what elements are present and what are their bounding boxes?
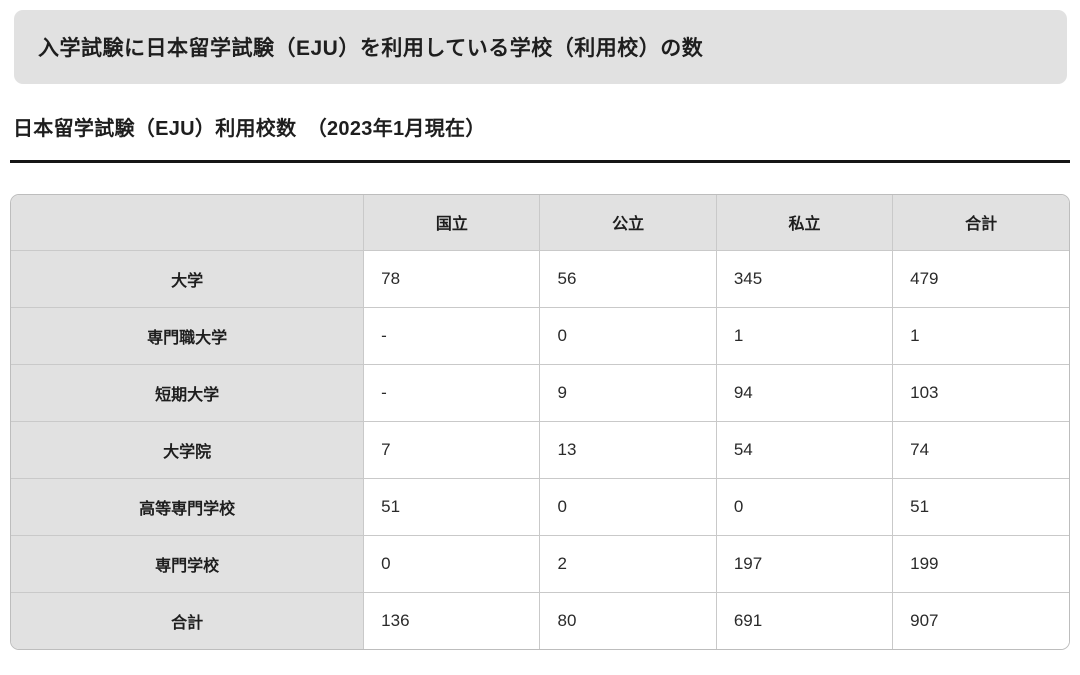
row-label: 専門学校 [11,534,365,593]
content-area: 日本留学試験（EJU）利用校数 （2023年1月現在） 国立 公立 私立 合計 … [10,84,1070,650]
cell-value: 9 [539,363,717,422]
cell-value: 80 [539,591,717,649]
table-row: 大学 78 56 345 479 [11,249,1069,308]
cell-value: 2 [539,534,717,593]
page-title: 入学試験に日本留学試験（EJU）を利用している学校（利用校）の数 [38,37,704,60]
section-title: 日本留学試験（EJU）利用校数 （2023年1月現在） [10,84,1070,163]
cell-value: - [363,363,541,422]
column-header-public: 公立 [539,195,717,251]
cell-value: - [363,306,541,365]
row-label: 短期大学 [11,363,365,422]
cell-value: 1 [892,306,1069,365]
row-label: 大学 [11,249,365,308]
table-row: 専門職大学 - 0 1 1 [11,306,1069,365]
cell-value: 94 [715,363,894,422]
row-label: 合計 [11,591,365,649]
cell-value: 78 [363,249,541,308]
row-label: 大学院 [11,420,365,479]
cell-value: 0 [363,534,541,593]
cell-value: 54 [715,420,894,479]
cell-value: 197 [715,534,894,593]
column-header-national: 国立 [363,195,541,251]
row-label: 専門職大学 [11,306,365,365]
cell-value: 103 [892,363,1069,422]
eju-usage-table-panel: 国立 公立 私立 合計 大学 78 56 345 479 専門職大学 - 0 [10,194,1070,650]
cell-value: 0 [715,477,894,536]
cell-value: 0 [539,477,717,536]
page-header: 入学試験に日本留学試験（EJU）を利用している学校（利用校）の数 [14,10,1067,84]
cell-value: 1 [715,306,894,365]
row-label: 高等専門学校 [11,477,365,536]
table-row: 高等専門学校 51 0 0 51 [11,477,1069,536]
column-header-row: 国立 公立 私立 合計 [11,195,1069,251]
table-row: 短期大学 - 9 94 103 [11,363,1069,422]
cell-value: 7 [363,420,541,479]
cell-value: 13 [539,420,717,479]
table-row: 大学院 7 13 54 74 [11,420,1069,479]
cell-value: 136 [363,591,541,649]
cell-value: 691 [715,591,894,649]
eju-usage-table: 国立 公立 私立 合計 大学 78 56 345 479 専門職大学 - 0 [11,195,1069,649]
table-row: 専門学校 0 2 197 199 [11,534,1069,593]
cell-value: 345 [715,249,894,308]
cell-value: 74 [892,420,1069,479]
cell-value: 479 [892,249,1069,308]
cell-value: 907 [892,591,1069,649]
table-row: 合計 136 80 691 907 [11,591,1069,649]
cell-value: 56 [539,249,717,308]
column-header-total: 合計 [892,195,1069,251]
cell-value: 51 [363,477,541,536]
cell-value: 0 [539,306,717,365]
corner-cell [11,195,365,251]
cell-value: 51 [892,477,1069,536]
cell-value: 199 [892,534,1069,593]
column-header-private: 私立 [715,195,894,251]
